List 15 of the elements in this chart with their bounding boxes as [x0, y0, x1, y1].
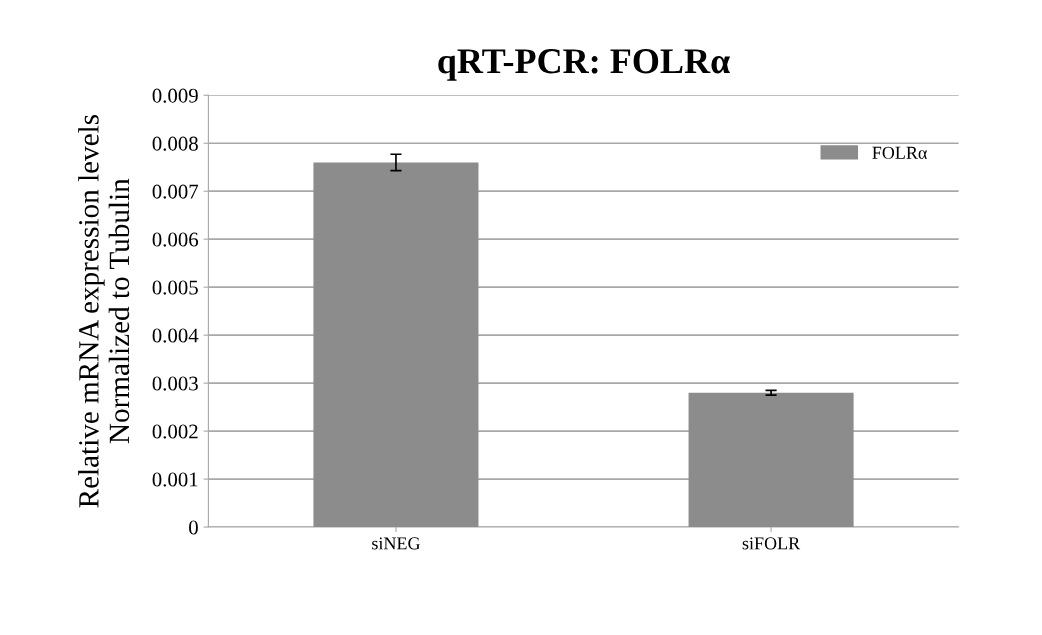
y-tick-label: 0.008: [152, 136, 198, 151]
legend-label: FOLRα: [872, 146, 927, 159]
y-tick-label: 0.007: [152, 184, 199, 199]
y-tick-label: 0.001: [152, 472, 198, 487]
y-tick-label: 0.005: [152, 280, 198, 295]
y-tick-label: 0.002: [152, 424, 198, 439]
y-axis-title: Relative mRNA expression levels Normalized to Tubulin: [78, 114, 130, 508]
x-tick-label: siNEG: [372, 537, 420, 550]
x-tick-label: siFOLR: [742, 537, 801, 550]
y-tick-label: 0.003: [152, 376, 198, 391]
y-tick-label: 0: [189, 520, 198, 535]
y-tick-label: 0.004: [152, 328, 199, 343]
y-tick-label: 0.009: [152, 88, 198, 103]
chart-title: qRT-PCR: FOLRα: [438, 49, 730, 81]
y-tick-label: 0.006: [152, 232, 199, 247]
